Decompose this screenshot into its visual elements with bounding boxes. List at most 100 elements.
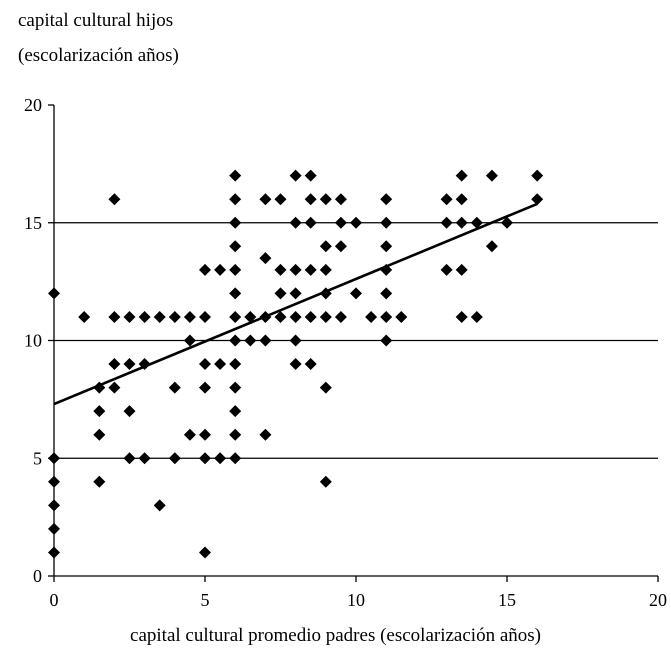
data-point (334, 310, 347, 323)
data-point (214, 263, 227, 276)
data-point (380, 310, 393, 323)
data-point (440, 263, 453, 276)
data-point (199, 263, 211, 276)
data-point (259, 193, 272, 206)
data-point (274, 193, 287, 206)
data-point (93, 405, 106, 418)
data-point (229, 452, 242, 465)
data-point (274, 263, 287, 276)
data-point (304, 169, 317, 182)
data-point (304, 193, 317, 206)
data-point (470, 310, 483, 323)
data-point (350, 216, 362, 229)
trendline (53, 202, 538, 406)
data-point (138, 310, 151, 323)
y-tick-label: 5 (33, 448, 42, 468)
x-axis-label: capital cultural promedio padres (escola… (130, 625, 541, 646)
y-tick-label: 0 (33, 566, 42, 586)
data-point (289, 358, 302, 371)
data-point (289, 169, 302, 182)
data-point (48, 452, 60, 465)
gridlines (54, 222, 658, 459)
data-point (229, 358, 242, 371)
data-point (168, 381, 181, 394)
data-point (334, 193, 347, 206)
data-point (48, 522, 60, 535)
data-point (153, 499, 166, 512)
data-point (48, 287, 60, 300)
data-point (229, 193, 242, 206)
data-point (108, 310, 121, 323)
data-point (395, 310, 408, 323)
data-point (455, 216, 468, 229)
data-point (531, 169, 544, 182)
data-point (214, 358, 227, 371)
data-point (123, 358, 136, 371)
data-point (244, 310, 257, 323)
data-point (183, 334, 196, 347)
data-point (380, 240, 393, 253)
data-point (470, 216, 483, 229)
data-point (183, 428, 196, 441)
data-point (440, 193, 453, 206)
data-point (380, 216, 393, 229)
data-points (48, 169, 544, 559)
data-point (48, 499, 60, 512)
data-point (93, 475, 106, 488)
data-point (289, 287, 302, 300)
data-point (350, 287, 362, 300)
y-tick-label: 20 (24, 95, 42, 115)
y-tick-label: 15 (24, 213, 42, 233)
trendline-line (53, 202, 538, 406)
data-point (304, 358, 317, 371)
data-point (183, 310, 196, 323)
data-point (229, 381, 242, 394)
data-point (229, 287, 242, 300)
data-point (259, 252, 272, 265)
data-point (319, 310, 332, 323)
data-point (440, 216, 453, 229)
data-point (319, 240, 332, 253)
data-point (199, 428, 211, 441)
data-point (199, 310, 211, 323)
data-point (229, 169, 242, 182)
data-point (455, 263, 468, 276)
data-point (259, 334, 272, 347)
data-point (304, 263, 317, 276)
tick-labels: 0 5 10 15 20 0 5 10 15 20 (24, 95, 667, 610)
data-point (380, 334, 393, 347)
data-point (48, 475, 60, 488)
data-point (93, 428, 106, 441)
data-point (455, 169, 468, 182)
data-point (304, 216, 317, 229)
data-point (153, 310, 166, 323)
data-point (485, 169, 498, 182)
data-point (199, 358, 211, 371)
x-tick-label: 10 (347, 590, 365, 610)
data-point (455, 193, 468, 206)
data-point (108, 381, 121, 394)
data-point (274, 310, 287, 323)
data-point (319, 263, 332, 276)
data-point (501, 216, 513, 229)
data-point (485, 240, 498, 253)
data-point (78, 310, 91, 323)
data-point (199, 452, 211, 465)
data-point (244, 334, 257, 347)
data-point (319, 381, 332, 394)
data-point (289, 334, 302, 347)
data-point (334, 216, 347, 229)
data-point (229, 334, 242, 347)
data-point (108, 358, 121, 371)
x-tick-label: 0 (50, 590, 59, 610)
data-point (123, 310, 136, 323)
data-point (123, 405, 136, 418)
data-point (229, 310, 242, 323)
data-point (229, 216, 242, 229)
data-point (289, 310, 302, 323)
data-point (319, 475, 332, 488)
ticks (48, 104, 659, 582)
x-tick-label: 5 (201, 590, 210, 610)
data-point (168, 310, 181, 323)
